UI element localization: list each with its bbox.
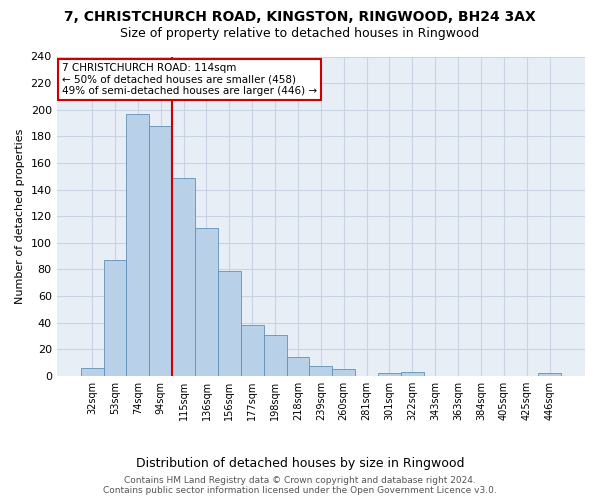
Y-axis label: Number of detached properties: Number of detached properties bbox=[15, 128, 25, 304]
Bar bbox=[332, 369, 355, 376]
Bar bbox=[378, 373, 401, 376]
Bar bbox=[310, 366, 332, 376]
Text: 7 CHRISTCHURCH ROAD: 114sqm
← 50% of detached houses are smaller (458)
49% of se: 7 CHRISTCHURCH ROAD: 114sqm ← 50% of det… bbox=[62, 63, 317, 96]
Bar bbox=[80, 368, 104, 376]
Bar bbox=[195, 228, 218, 376]
Bar bbox=[287, 357, 310, 376]
Bar bbox=[127, 114, 149, 376]
Bar bbox=[241, 325, 263, 376]
Text: Distribution of detached houses by size in Ringwood: Distribution of detached houses by size … bbox=[136, 458, 464, 470]
Bar bbox=[538, 373, 561, 376]
Bar bbox=[172, 178, 195, 376]
Text: 7, CHRISTCHURCH ROAD, KINGSTON, RINGWOOD, BH24 3AX: 7, CHRISTCHURCH ROAD, KINGSTON, RINGWOOD… bbox=[64, 10, 536, 24]
Bar bbox=[263, 334, 287, 376]
Bar bbox=[149, 126, 172, 376]
Bar bbox=[104, 260, 127, 376]
Text: Size of property relative to detached houses in Ringwood: Size of property relative to detached ho… bbox=[121, 28, 479, 40]
Bar bbox=[218, 270, 241, 376]
Text: Contains HM Land Registry data © Crown copyright and database right 2024.
Contai: Contains HM Land Registry data © Crown c… bbox=[103, 476, 497, 495]
Bar bbox=[401, 372, 424, 376]
